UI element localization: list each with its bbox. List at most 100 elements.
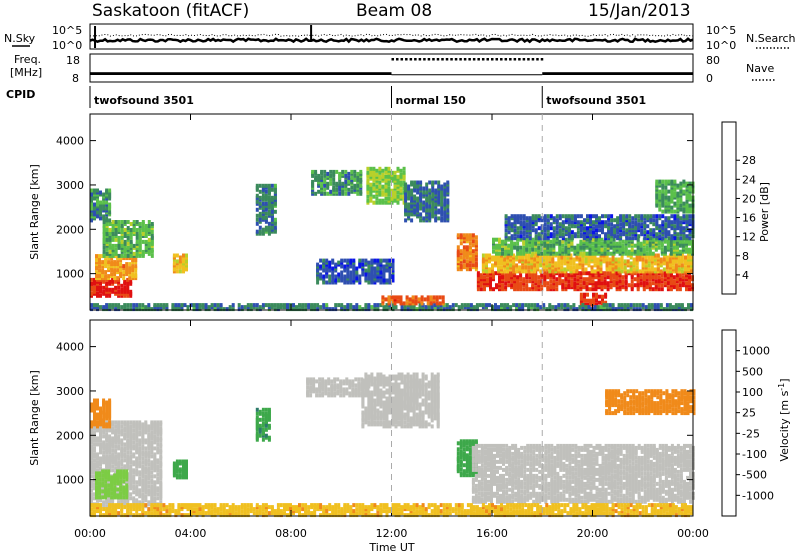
heatmap-cell <box>313 303 317 308</box>
heatmap-cell <box>469 303 473 308</box>
heatmap-cell <box>120 428 124 433</box>
heatmap-cell <box>688 181 692 186</box>
heatmap-cell <box>367 264 371 269</box>
heatmap-cell <box>603 279 607 284</box>
heatmap-cell <box>349 274 353 279</box>
heatmap-cell <box>326 171 330 176</box>
heatmap-cell <box>328 274 332 279</box>
heatmap-cell <box>350 169 354 174</box>
heatmap-cell <box>264 303 268 308</box>
heatmap-cell <box>481 257 485 262</box>
heatmap-cell <box>159 448 163 453</box>
heatmap-cell <box>604 214 608 219</box>
heatmap-cell <box>425 196 429 201</box>
heatmap-cell <box>264 215 268 220</box>
heatmap-cell <box>372 200 376 205</box>
heatmap-cell <box>648 247 652 252</box>
heatmap-cell <box>270 187 274 192</box>
heatmap-cell <box>347 191 351 196</box>
heatmap-cell <box>334 274 338 279</box>
heatmap-cell <box>381 184 385 189</box>
heatmap-cell <box>682 214 686 219</box>
heatmap-cell <box>543 214 547 219</box>
heatmap-cell <box>331 272 335 277</box>
cpid-row: CPID twofsound 3501 normal 150 twofsound 3… <box>6 86 646 108</box>
heatmap-cell <box>688 239 691 244</box>
heatmap-cell <box>147 237 151 242</box>
heatmap-cell <box>131 264 135 269</box>
heatmap-cell <box>576 234 580 239</box>
heatmap-cell <box>117 434 121 439</box>
heatmap-cell <box>111 436 115 441</box>
heatmap-cell <box>569 265 573 270</box>
heatmap-cell <box>561 239 565 244</box>
nave-dot <box>495 58 499 61</box>
heatmap-cell <box>132 440 136 445</box>
heatmap-cell <box>126 253 130 258</box>
heatmap-cell <box>652 218 656 223</box>
heatmap-cell <box>622 214 626 219</box>
heatmap-cell <box>105 251 109 256</box>
heatmap-cell <box>246 303 250 308</box>
heatmap-cell <box>573 224 577 229</box>
heatmap-cell <box>361 307 365 312</box>
heatmap-cell <box>687 303 690 308</box>
heatmap-cell <box>349 270 353 275</box>
heatmap-cell <box>341 181 345 186</box>
heatmap-cell <box>105 200 109 205</box>
heatmap-cell <box>429 295 433 300</box>
heatmap-cell <box>589 214 592 219</box>
heatmap-cell <box>605 307 609 312</box>
heatmap-cell <box>546 271 550 276</box>
heatmap-cell <box>283 303 286 308</box>
heatmap-cell <box>558 239 562 244</box>
heatmap-cell <box>515 269 519 274</box>
heatmap-cell <box>531 251 535 256</box>
heatmap-cell <box>116 260 120 265</box>
heatmap-cell <box>471 239 475 244</box>
heatmap-cell <box>387 166 391 171</box>
heatmap-cell <box>561 279 565 284</box>
heatmap-cell <box>552 279 556 284</box>
heatmap-cell <box>258 305 262 310</box>
heatmap-cell <box>582 271 586 276</box>
heatmap-cell <box>537 214 541 219</box>
heatmap-cell <box>437 208 441 213</box>
heatmap-cell <box>99 442 102 447</box>
heatmap-cell <box>195 303 199 308</box>
heatmap-cell <box>341 169 345 174</box>
heatmap-cell <box>114 444 118 449</box>
heatmap-cell <box>676 232 680 237</box>
heatmap-cell <box>602 303 606 308</box>
heatmap-cell <box>141 239 145 244</box>
heatmap-cell <box>504 232 508 237</box>
heatmap-cell <box>591 287 595 292</box>
heatmap-cell <box>243 305 247 310</box>
heatmap-cell <box>101 469 105 474</box>
nave-dot <box>414 58 417 61</box>
heatmap-cell <box>349 264 353 269</box>
heatmap-cell <box>576 285 580 290</box>
heatmap-cell <box>364 303 368 308</box>
heatmap-cell <box>416 180 420 185</box>
heatmap-cell <box>507 230 511 235</box>
heatmap-cell <box>384 196 388 201</box>
heatmap-cell <box>621 243 625 248</box>
heatmap-cell <box>399 168 403 173</box>
heatmap-cell <box>670 214 674 219</box>
heatmap-cell <box>513 236 517 241</box>
heatmap-cell <box>102 289 106 294</box>
nave-dot <box>391 58 394 61</box>
heatmap-cell <box>679 236 683 241</box>
heatmap-cell <box>144 420 148 425</box>
heatmap-cell <box>393 190 397 195</box>
heatmap-cell <box>627 283 631 288</box>
heatmap-cell <box>381 295 385 300</box>
nave-dot <box>463 58 467 61</box>
heatmap-cell <box>552 226 556 231</box>
heatmap-cell <box>123 464 127 469</box>
heatmap-cell <box>267 303 271 308</box>
heatmap-cell <box>113 260 117 265</box>
heatmap-cell <box>334 303 338 308</box>
heatmap-cell <box>630 283 634 288</box>
